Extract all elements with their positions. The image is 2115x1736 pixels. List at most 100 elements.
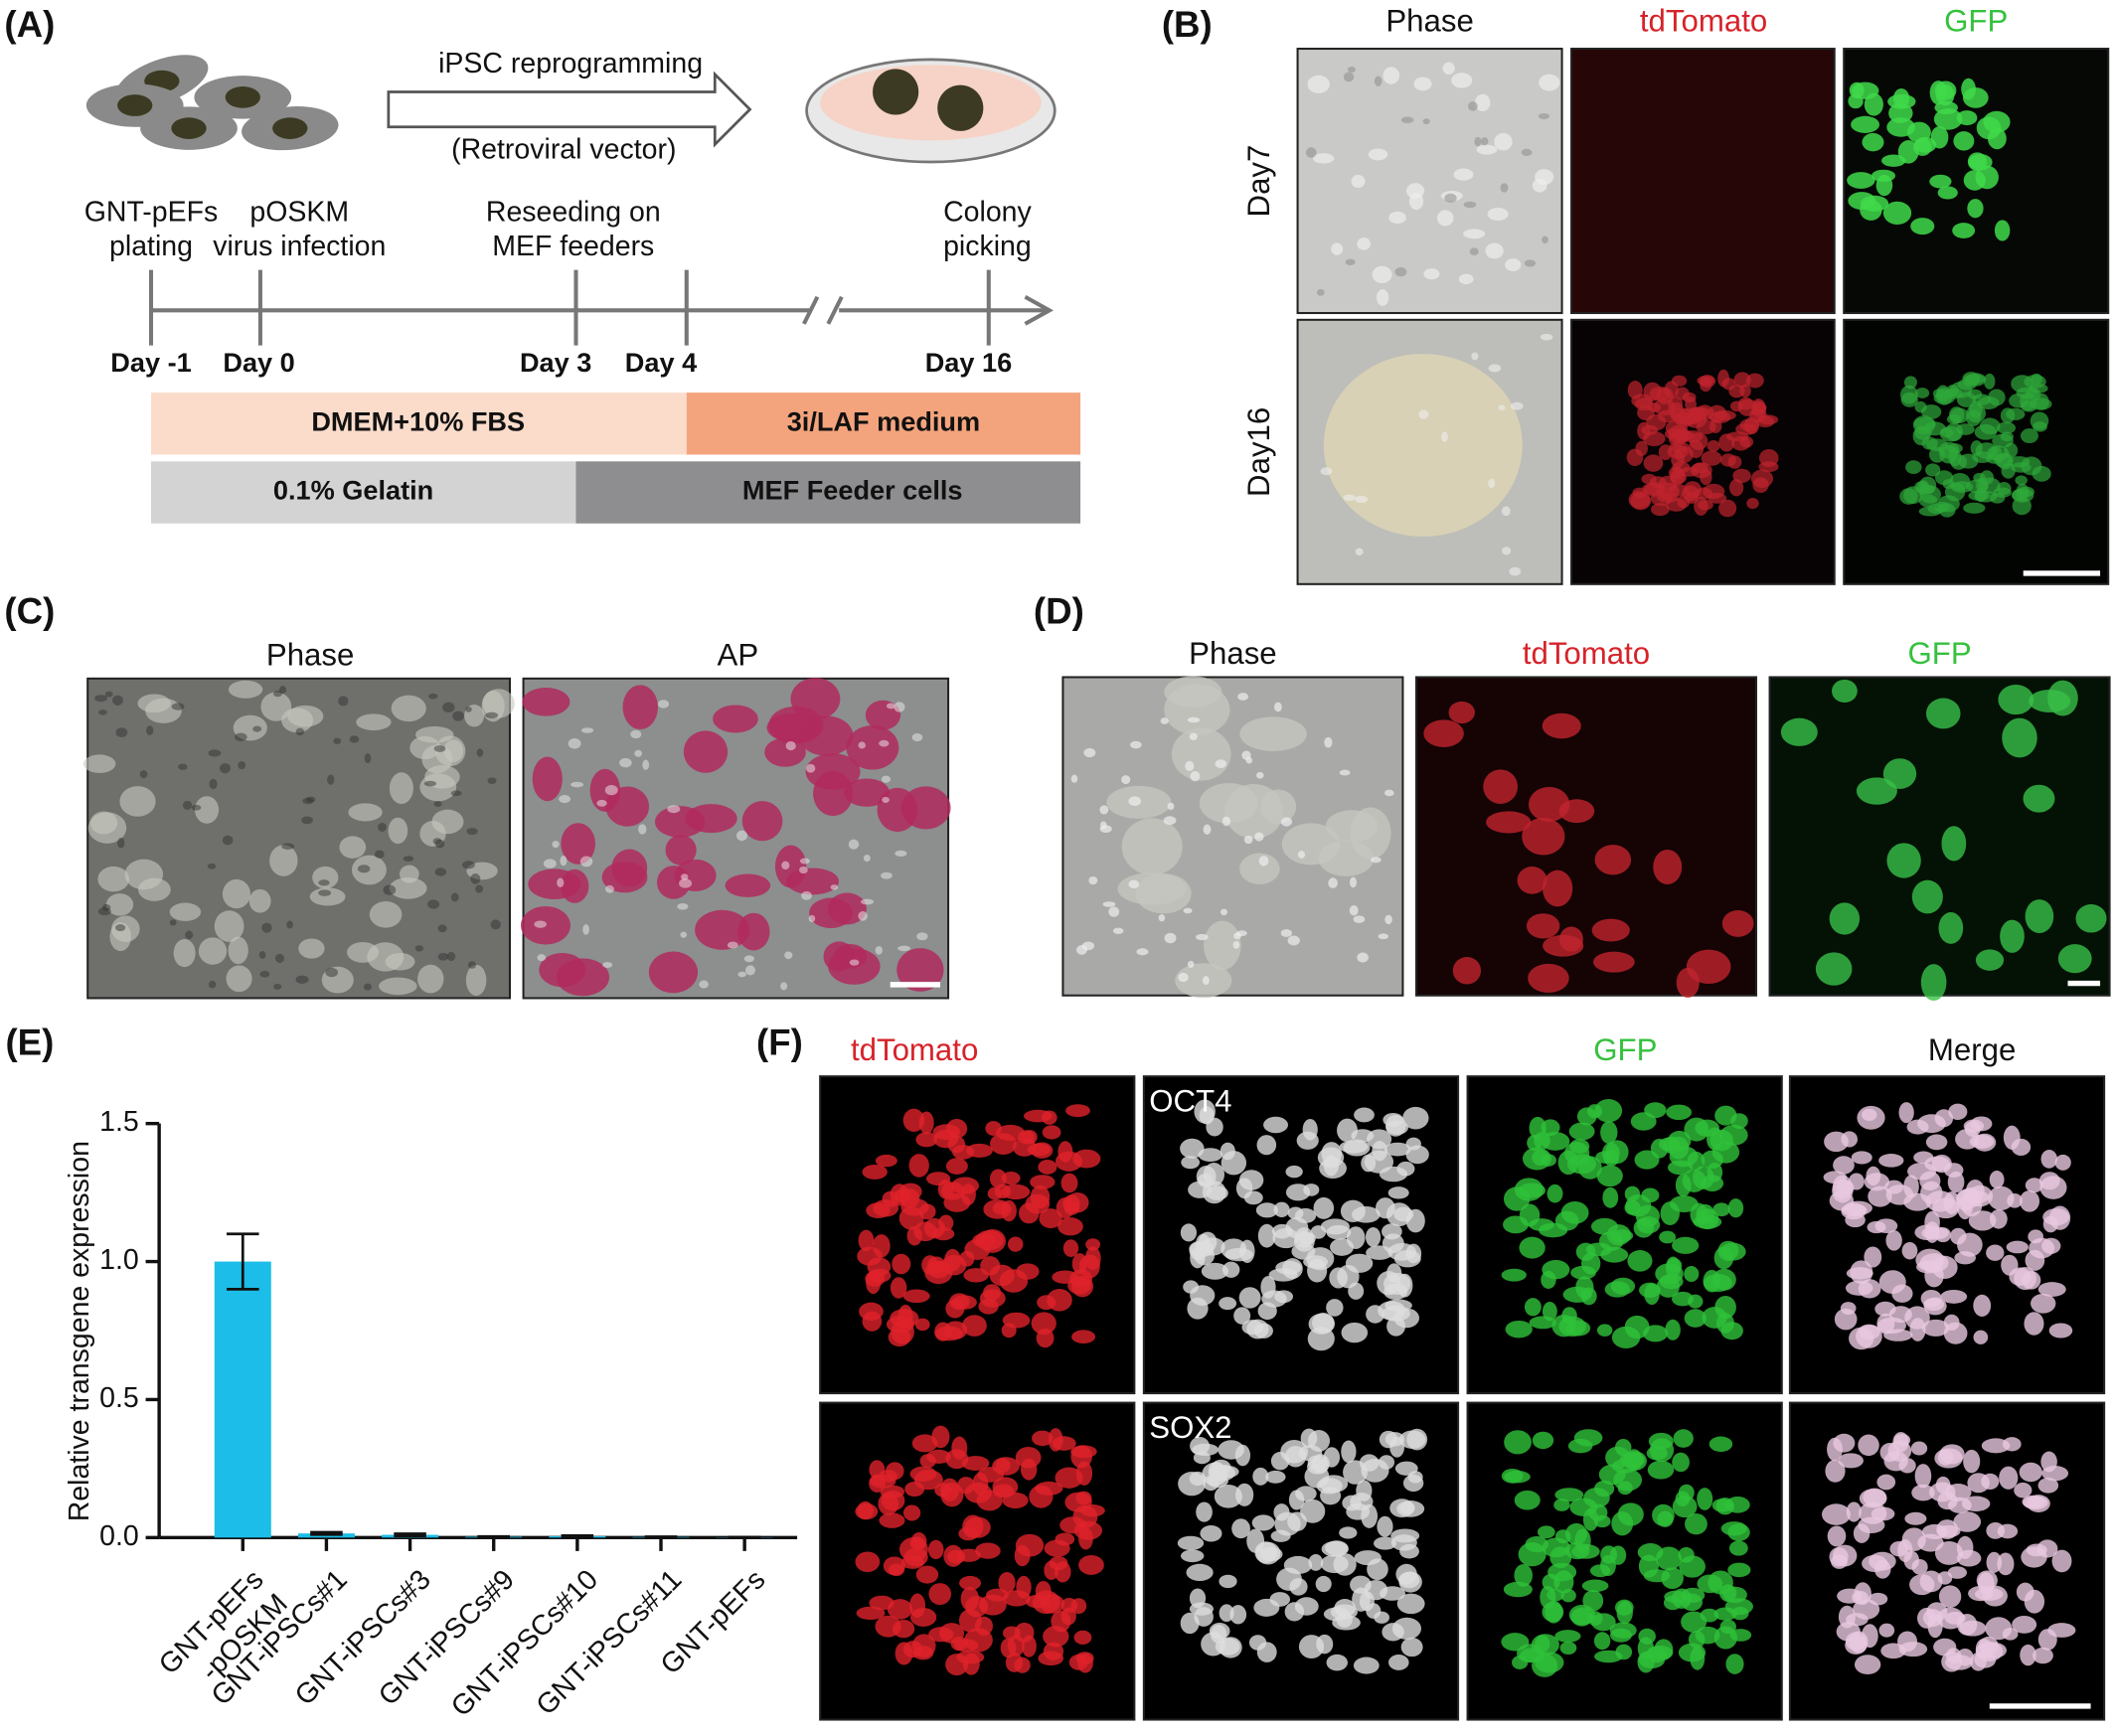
cell <box>1343 494 1356 502</box>
cell <box>1345 258 1356 266</box>
cell <box>2049 1205 2071 1230</box>
cell <box>534 920 547 928</box>
cell <box>1713 409 1736 421</box>
cell <box>1994 220 2011 241</box>
cell <box>327 774 335 785</box>
cell <box>1183 1280 1199 1294</box>
cell <box>1128 796 1141 807</box>
cell <box>409 735 440 760</box>
cell <box>830 884 839 890</box>
cell <box>938 1214 954 1231</box>
cell <box>273 983 282 990</box>
cell <box>1206 1117 1223 1137</box>
cell <box>1874 1218 1898 1233</box>
cell <box>1388 1655 1409 1670</box>
cell <box>207 863 217 869</box>
cell <box>727 941 738 949</box>
cell <box>1382 1623 1404 1642</box>
cell <box>1858 1279 1881 1299</box>
cell <box>954 1639 979 1653</box>
cell <box>1353 1657 1380 1674</box>
cell <box>1535 169 1554 186</box>
cell <box>1005 1653 1024 1672</box>
cell <box>2011 1138 2032 1156</box>
cell <box>1255 771 1264 779</box>
cell <box>1956 110 1978 126</box>
cell <box>228 936 248 965</box>
cell <box>1684 1265 1700 1282</box>
column-header: Phase <box>1385 4 1473 39</box>
cell <box>561 823 595 865</box>
cell <box>1070 774 1078 783</box>
cell <box>1681 1611 1708 1633</box>
cell <box>1948 448 1962 467</box>
cell <box>1900 385 1918 404</box>
micrograph <box>1843 48 2110 315</box>
cell <box>82 754 116 773</box>
cell <box>1543 934 1584 957</box>
cell <box>1208 1464 1235 1482</box>
cell <box>222 878 251 909</box>
cell <box>1898 1642 1928 1657</box>
cell <box>1719 453 1736 467</box>
cell <box>630 729 642 739</box>
cell <box>347 941 380 963</box>
cell <box>1287 935 1300 946</box>
cell <box>1676 967 1700 999</box>
cell <box>634 749 643 757</box>
cell <box>944 1248 961 1272</box>
cell <box>1371 857 1382 864</box>
cell <box>389 877 427 899</box>
cell <box>1070 1445 1092 1469</box>
cell <box>1475 93 1491 112</box>
cell <box>1187 1297 1209 1320</box>
cell <box>1962 1190 1990 1204</box>
cell <box>399 865 419 883</box>
cell <box>888 1563 904 1577</box>
cell <box>1956 1535 1974 1559</box>
cell <box>1072 1149 1101 1169</box>
cell <box>1263 1116 1289 1134</box>
cell <box>2012 496 2032 516</box>
cell <box>1100 821 1107 830</box>
cell <box>1308 1553 1324 1571</box>
cell <box>602 962 613 968</box>
cell <box>1402 1474 1424 1493</box>
cell <box>1925 698 1961 729</box>
cell <box>844 778 891 807</box>
cell <box>667 805 681 814</box>
cell <box>2016 483 2030 502</box>
cell <box>964 1482 992 1503</box>
cell <box>1353 915 1366 923</box>
cell <box>683 730 729 773</box>
cell <box>191 804 202 811</box>
cell <box>1687 1151 1706 1172</box>
cell <box>1963 1449 1981 1474</box>
cell <box>1904 1511 1927 1525</box>
cell <box>1436 210 1454 227</box>
cell <box>1568 1122 1595 1141</box>
cell <box>1630 1112 1657 1131</box>
cell <box>1400 116 1414 123</box>
cell <box>1961 1496 1991 1511</box>
cell <box>1864 1246 1882 1268</box>
cell <box>1904 1306 1930 1330</box>
cell <box>1526 913 1560 939</box>
cell <box>1815 952 1853 986</box>
cell <box>1678 1643 1707 1662</box>
cell <box>1044 1560 1059 1581</box>
cell <box>1713 1607 1737 1621</box>
cell <box>2047 1623 2076 1638</box>
cell <box>916 932 928 941</box>
cell <box>1911 1484 1935 1501</box>
cell <box>1949 472 1971 491</box>
cell <box>1383 1142 1411 1157</box>
cell <box>1997 1552 2015 1576</box>
cell <box>169 919 177 926</box>
cell <box>1380 1586 1405 1601</box>
cell <box>975 1542 1001 1559</box>
cell <box>1239 1239 1255 1263</box>
cell <box>1194 1246 1216 1266</box>
cell <box>1099 805 1109 815</box>
cell <box>1886 117 1916 137</box>
